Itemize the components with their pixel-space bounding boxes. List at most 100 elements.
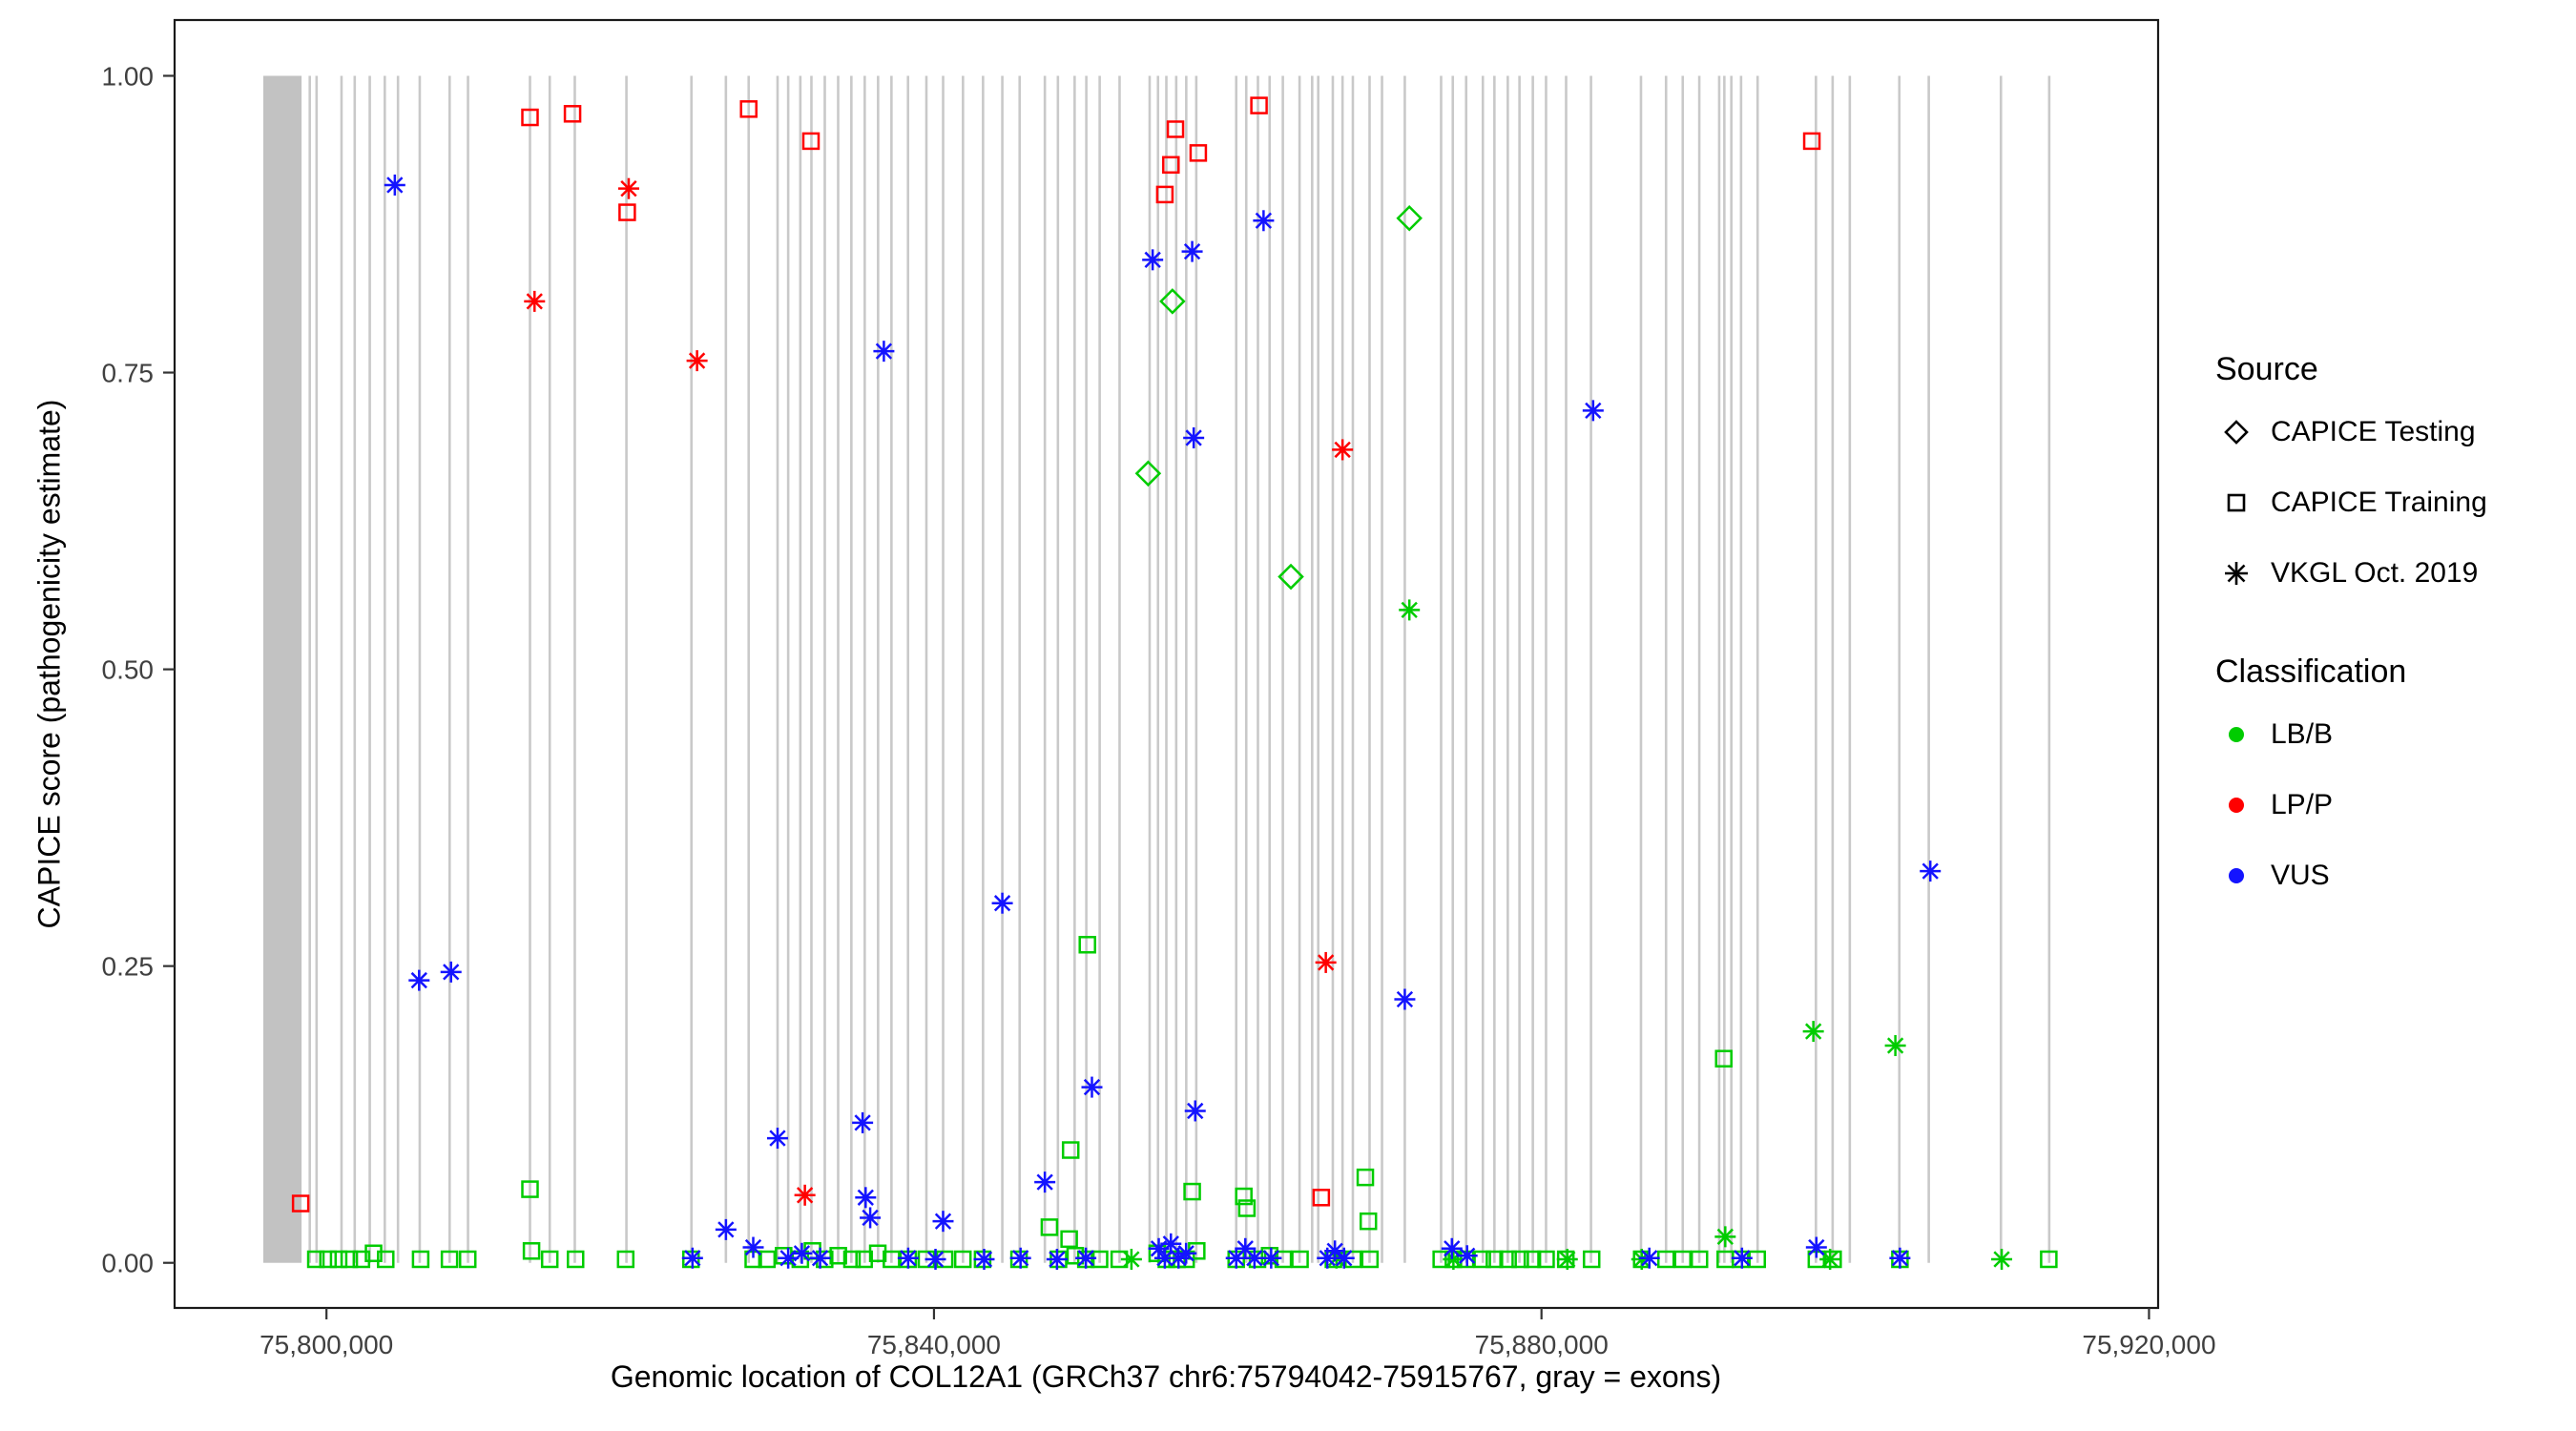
point-asterisk xyxy=(386,176,404,194)
x-tick-label: 75,920,000 xyxy=(2082,1330,2215,1359)
panel-border xyxy=(173,18,2160,1310)
point-asterisk xyxy=(526,293,543,310)
point-square xyxy=(440,1250,459,1269)
point-asterisk xyxy=(1236,1240,1254,1257)
point-asterisk xyxy=(1734,1250,1751,1267)
point-square xyxy=(1361,1250,1380,1269)
point-square xyxy=(1237,1199,1257,1217)
point-square xyxy=(340,1250,359,1269)
point-square xyxy=(801,132,821,151)
point-square xyxy=(458,1250,477,1269)
point-asterisk xyxy=(1641,1250,1658,1267)
point-asterisk xyxy=(934,1213,952,1230)
point-asterisk xyxy=(793,1245,811,1262)
point-asterisk xyxy=(1336,1250,1353,1267)
point-square xyxy=(319,1250,338,1269)
legend-item-label: LP/P xyxy=(2271,789,2334,820)
point-square xyxy=(1359,1212,1378,1231)
point-asterisk xyxy=(1012,1250,1029,1267)
point-asterisk xyxy=(862,1209,879,1227)
legend-item-vus: VUS xyxy=(2215,855,2568,897)
point-square xyxy=(306,1250,325,1269)
point-asterisk xyxy=(975,1251,993,1268)
point-asterisk xyxy=(1396,990,1414,1008)
point-square xyxy=(1235,1187,1253,1206)
point-asterisk xyxy=(993,895,1011,912)
point-square xyxy=(352,1250,371,1269)
x-tick-label: 75,840,000 xyxy=(867,1330,1001,1359)
point-square xyxy=(953,1250,972,1269)
point-square xyxy=(855,1250,873,1269)
point-asterisk xyxy=(620,180,637,197)
point-asterisk xyxy=(1559,1251,1576,1268)
point-asterisk xyxy=(443,964,460,981)
vus-dot-icon xyxy=(2215,855,2257,897)
point-asterisk xyxy=(1891,1250,1909,1267)
legend-classification: Classification LB/B LP/P VUS xyxy=(2215,653,2568,897)
x-tick-label: 75,880,000 xyxy=(1475,1330,1609,1359)
point-square xyxy=(1673,1250,1692,1269)
legend-item-label: CAPICE Testing xyxy=(2271,416,2476,447)
point-asterisk xyxy=(717,1221,735,1238)
point-asterisk xyxy=(1123,1251,1140,1268)
point-asterisk xyxy=(1246,1250,1263,1267)
point-asterisk xyxy=(811,1250,829,1267)
point-asterisk xyxy=(1821,1251,1839,1268)
point-square xyxy=(1260,1247,1278,1265)
legend-item-lbb: LB/B xyxy=(2215,714,2568,756)
point-square xyxy=(1155,185,1174,204)
legend-item-label: VKGL Oct. 2019 xyxy=(2271,557,2479,589)
x-tick-label: 75,800,000 xyxy=(260,1330,393,1359)
y-tick-label: 1.00 xyxy=(102,61,155,91)
point-asterisk xyxy=(875,342,893,360)
point-asterisk xyxy=(1185,429,1202,446)
point-square xyxy=(1499,1250,1517,1269)
point-square xyxy=(1040,1218,1059,1236)
point-asterisk xyxy=(1922,862,1939,880)
point-square xyxy=(618,203,636,221)
point-square xyxy=(1523,1250,1542,1269)
y-tick-label: 0.50 xyxy=(102,655,155,685)
point-square xyxy=(829,1247,847,1265)
point-diamond xyxy=(1134,460,1162,487)
point-asterisk xyxy=(1183,242,1201,260)
point-square xyxy=(1183,1182,1201,1201)
legend-classification-title: Classification xyxy=(2215,653,2407,690)
point-square xyxy=(1582,1250,1601,1269)
point-square xyxy=(1061,1141,1080,1159)
point-diamond xyxy=(1396,205,1423,232)
point-asterisk xyxy=(769,1130,786,1147)
point-asterisk xyxy=(1804,1023,1822,1040)
point-asterisk xyxy=(857,1189,874,1206)
legend: Source CAPICE Testing CAPICE Training VK… xyxy=(2215,351,2568,925)
point-square xyxy=(522,1242,541,1260)
point-square xyxy=(1078,936,1096,954)
point-asterisk xyxy=(1716,1228,1734,1246)
point-asterisk xyxy=(1187,1102,1204,1120)
point-asterisk xyxy=(1459,1247,1476,1264)
point-diamond xyxy=(1159,288,1186,315)
point-asterisk xyxy=(1077,1250,1094,1267)
point-asterisk xyxy=(1886,1037,1904,1054)
point-asterisk xyxy=(1401,601,1418,619)
point-square xyxy=(1473,1250,1491,1269)
exon-band xyxy=(262,75,302,1263)
point-asterisk xyxy=(1444,1240,1461,1257)
x-axis-title: Genomic location of COL12A1 (GRCh37 chr6… xyxy=(610,1359,1722,1394)
point-square xyxy=(1162,156,1180,175)
square-icon xyxy=(2215,482,2257,524)
legend-item-label: CAPICE Training xyxy=(2271,487,2487,518)
y-tick-label: 0.00 xyxy=(102,1249,155,1278)
point-asterisk xyxy=(1993,1251,2010,1268)
point-square xyxy=(616,1250,635,1269)
point-square xyxy=(758,1250,777,1269)
point-square xyxy=(563,105,582,123)
point-asterisk xyxy=(1585,402,1602,420)
legend-item-capice-training: CAPICE Training xyxy=(2215,482,2568,524)
point-asterisk xyxy=(1317,954,1335,971)
point-asterisk xyxy=(1049,1251,1066,1268)
point-asterisk xyxy=(1262,1250,1280,1267)
point-asterisk xyxy=(688,352,706,369)
point-square xyxy=(540,1250,559,1269)
